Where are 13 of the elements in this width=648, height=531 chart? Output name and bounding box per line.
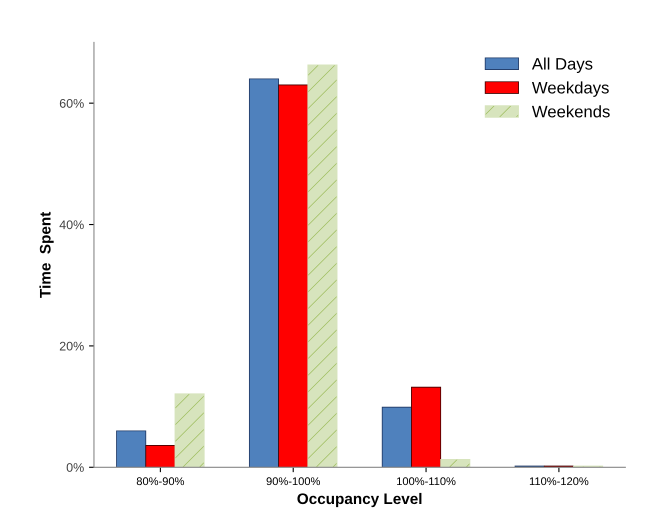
x-tick-label: 110%-120%: [530, 477, 588, 486]
y-axis-title: Time Spent: [39, 212, 54, 298]
legend-label: Weekdays: [532, 81, 609, 97]
x-tick-label: 80%-90%: [136, 477, 184, 486]
y-tick-label: 60%: [60, 98, 84, 108]
y-tick-label: 40%: [60, 220, 84, 230]
x-axis-title: Occupancy Level: [297, 492, 422, 508]
y-tick-label: 20%: [60, 342, 84, 351]
legend-label: Weekends: [532, 105, 610, 118]
y-tick-label: 0%: [66, 463, 84, 472]
x-tick-label: 90%-100%: [266, 477, 320, 486]
x-tick-label: 100%-110%: [397, 477, 456, 486]
legend-label: All Days: [532, 57, 592, 74]
